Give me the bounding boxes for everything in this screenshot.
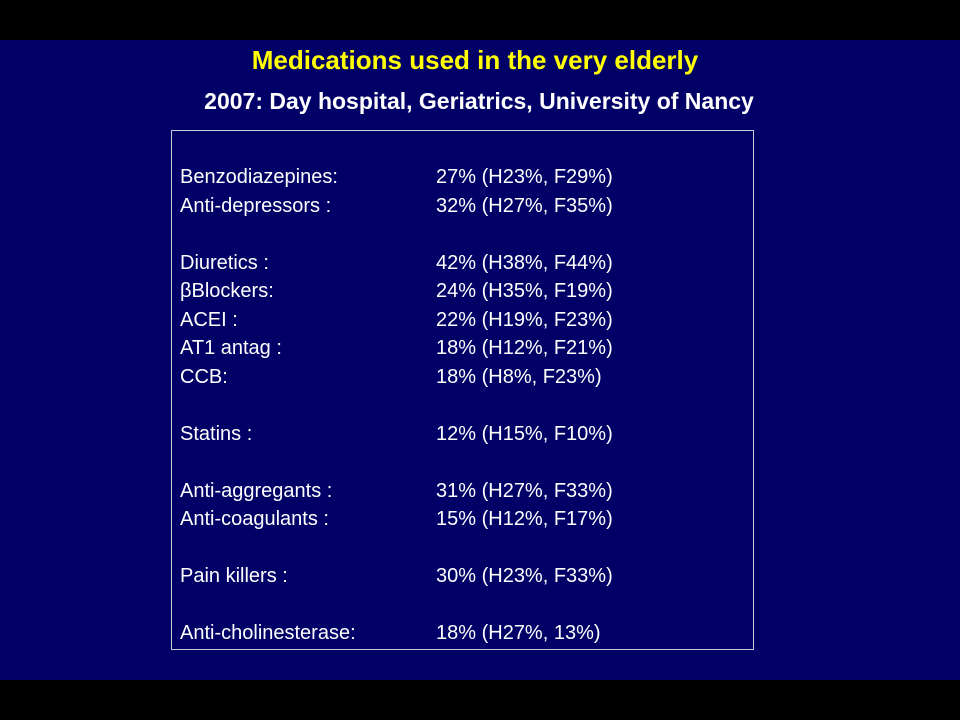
medication-name: Anti-aggregants : [180, 479, 333, 502]
medication-table: Benzodiazepines: 27% (H23%, F29%) Anti-dep… [171, 130, 754, 650]
table-row: Diuretics : 42% (H38%, F44%) [180, 249, 753, 278]
medication-percentage: 27% (H23%, F29%) [436, 166, 613, 188]
medication-name: Anti-depressors : [180, 194, 332, 217]
slide-title: Medications used in the very elderly [251, 45, 699, 75]
medication-name: βBlockers: [180, 280, 274, 302]
table-row: AT1 antag : 18% (H12%, F21%) [180, 334, 753, 363]
medication-name: Anti-cholinesterase: [180, 622, 356, 644]
medication-name: Pain killers : [180, 565, 288, 587]
slide: Medications used in the very elderly 200… [0, 40, 960, 680]
medication-name: Benzodiazepines: [180, 166, 338, 188]
table-row: ACEI : 22% (H19%, F23%) [180, 306, 753, 335]
medication-percentage: 18% (H27%, 13%) [436, 622, 601, 644]
medication-percentage: 18% (H8%, F23%) [436, 365, 602, 388]
medication-percentage: 15% (H12%, F17%) [436, 508, 613, 530]
table-row: Pain killers : 30% (H23%, F33%) [180, 562, 753, 591]
table-row: Anti-aggregants : 31% (H27%, F33%) [180, 477, 753, 506]
medication-percentage: 42% (H38%, F44%) [436, 251, 613, 274]
table-row: βBlockers: 24% (H35%, F19%) [180, 277, 753, 306]
medication-name: AT1 antag : [180, 337, 282, 359]
table-row: Statins : 12% (H15%, F10%) [180, 420, 753, 449]
table-row: Anti-cholinesterase: 18% (H27%, 13%) [180, 619, 753, 648]
medication-percentage: 31% (H27%, F33%) [436, 479, 613, 502]
row-spacer [180, 448, 753, 477]
table-row: Benzodiazepines: 27% (H23%, F29%) [180, 163, 753, 192]
medication-name: Diuretics : [180, 251, 269, 274]
row-spacer [180, 220, 753, 249]
table-row: CCB: 18% (H8%, F23%) [180, 363, 753, 392]
table-row: Anti-depressors : 32% (H27%, F35%) [180, 192, 753, 221]
row-spacer [180, 591, 753, 620]
medication-name: CCB: [180, 365, 228, 388]
medication-percentage: 24% (H35%, F19%) [436, 280, 613, 302]
medication-percentage: 30% (H23%, F33%) [436, 565, 613, 587]
medication-rows: Benzodiazepines: 27% (H23%, F29%) Anti-dep… [180, 163, 753, 648]
medication-percentage: 18% (H12%, F21%) [436, 337, 613, 359]
row-spacer [180, 391, 753, 420]
medication-percentage: 12% (H15%, F10%) [436, 422, 613, 445]
table-row: Anti-coagulants : 15% (H12%, F17%) [180, 505, 753, 534]
medication-percentage: 22% (H19%, F23%) [436, 308, 613, 331]
slide-subtitle: 2007: Day hospital, Geriatrics, Universi… [204, 88, 754, 114]
medication-name: ACEI : [180, 308, 238, 331]
medication-name: Anti-coagulants : [180, 508, 329, 530]
medication-percentage: 32% (H27%, F35%) [436, 194, 613, 217]
row-spacer [180, 534, 753, 563]
medication-name: Statins : [180, 422, 253, 445]
